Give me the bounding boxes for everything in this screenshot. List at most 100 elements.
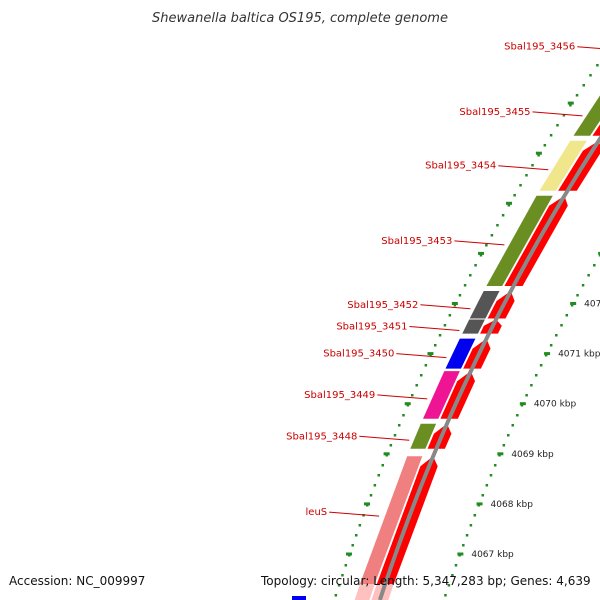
scale-dot bbox=[490, 234, 494, 237]
cog-block bbox=[462, 319, 485, 334]
scale-dot bbox=[448, 314, 452, 317]
scale-dot bbox=[543, 144, 547, 147]
gene-leader-line bbox=[329, 511, 380, 517]
scale-dot bbox=[334, 594, 338, 597]
gene-leader-line bbox=[420, 304, 471, 310]
cog-block bbox=[573, 95, 600, 136]
scale-label: 4069 kbp bbox=[511, 450, 554, 460]
cog-block bbox=[469, 291, 500, 319]
scale-label: 4072 kbp bbox=[584, 300, 600, 310]
accession-text: Accession: NC_009997 bbox=[9, 574, 146, 588]
gene-labels: Sbal195_3456 Sbal195_3455 Sbal195_3454 Sbal… bbox=[286, 42, 600, 518]
scale-dot bbox=[589, 74, 592, 77]
cog-block bbox=[354, 584, 375, 600]
scale-dot bbox=[587, 274, 590, 277]
scale-dot bbox=[429, 354, 432, 357]
scale-dot bbox=[531, 164, 534, 167]
cog-block bbox=[539, 140, 587, 191]
scale-major-tick bbox=[519, 402, 526, 406]
scale-major-tick bbox=[364, 502, 371, 506]
scale-dot bbox=[351, 544, 354, 547]
cog-block bbox=[486, 195, 553, 286]
topology-text: Topology: circular; Length: 5,347,283 bp… bbox=[261, 574, 591, 588]
scale-dot bbox=[570, 304, 574, 307]
scale-dot bbox=[419, 374, 423, 377]
scale-major-tick bbox=[345, 552, 352, 556]
scale-dot bbox=[556, 124, 559, 127]
scale-dot bbox=[481, 494, 485, 497]
scale-dot bbox=[393, 434, 397, 437]
scale-dot bbox=[479, 254, 483, 257]
scale-label: 4071 kbp bbox=[558, 350, 600, 360]
scale-dot bbox=[458, 294, 462, 297]
scale-dot bbox=[447, 584, 451, 587]
scale-dot bbox=[451, 574, 454, 577]
scale-dot bbox=[516, 414, 519, 417]
scale-dot bbox=[549, 344, 553, 347]
scale-dot bbox=[355, 534, 358, 537]
scale-dot bbox=[344, 564, 348, 567]
gene-label: Sbal195_3449 bbox=[304, 390, 375, 401]
scale-dot bbox=[410, 394, 414, 397]
scale-dot bbox=[358, 524, 362, 527]
scale-dot bbox=[582, 84, 585, 87]
scale-dot bbox=[525, 174, 528, 177]
scale-label: 4070 kbp bbox=[534, 400, 577, 410]
scale-major-tick bbox=[383, 452, 390, 456]
scale-dot bbox=[424, 364, 428, 367]
scale-dot bbox=[402, 414, 405, 417]
scale-dot bbox=[598, 254, 600, 257]
scale-dot bbox=[520, 404, 524, 407]
scale-dot bbox=[489, 474, 493, 477]
scale-dot bbox=[507, 434, 510, 437]
scale-dot bbox=[569, 104, 572, 107]
scale-major-tick bbox=[451, 302, 458, 305]
scale-labels: 4077 kbp4076 kbp4075 kbp4074 kbp4073 kbp… bbox=[471, 300, 600, 561]
scale-dot bbox=[341, 574, 344, 577]
scale-dot bbox=[502, 444, 506, 447]
scale-dot bbox=[525, 394, 528, 397]
gene-leader-line bbox=[396, 353, 447, 359]
scale-dot bbox=[534, 374, 538, 377]
scale-dot bbox=[389, 444, 393, 447]
scale-dot bbox=[555, 334, 558, 337]
scale-dot bbox=[513, 194, 516, 197]
scale-dot bbox=[438, 334, 442, 337]
gene-leader-line bbox=[532, 111, 583, 117]
gene-label: Sbal195_3456 bbox=[504, 42, 575, 53]
scale-dot bbox=[469, 274, 472, 277]
cog-block bbox=[410, 423, 437, 449]
gene-label: Sbal195_3455 bbox=[459, 107, 530, 118]
scale-major-tick bbox=[497, 452, 504, 456]
scale-dot bbox=[493, 464, 497, 467]
cog-block bbox=[423, 371, 460, 419]
scale-dot bbox=[496, 224, 499, 227]
scale-dot bbox=[463, 284, 467, 287]
scale-major-tick bbox=[404, 402, 411, 406]
scale-dot bbox=[377, 474, 381, 477]
gene-leader-line bbox=[577, 46, 600, 50]
scale-dot bbox=[519, 184, 522, 187]
scale-dot bbox=[575, 94, 579, 97]
scale-dot bbox=[537, 154, 540, 157]
gene-leader-line bbox=[498, 165, 549, 171]
scale-dot bbox=[433, 344, 437, 347]
scale-dot bbox=[530, 384, 533, 387]
scale-dot bbox=[549, 134, 553, 137]
scale-dot bbox=[453, 304, 457, 307]
scale-major-tick bbox=[457, 552, 464, 556]
scale-major-tick bbox=[505, 201, 512, 205]
scale-label: 4068 kbp bbox=[491, 500, 534, 510]
scale-dot bbox=[596, 64, 599, 67]
backbone-line bbox=[378, 135, 600, 600]
scale-major-tick bbox=[476, 502, 483, 506]
scale-dot bbox=[539, 364, 543, 367]
scale-dot bbox=[406, 404, 410, 407]
scale-major-tick bbox=[535, 151, 542, 155]
scale-dot bbox=[485, 484, 489, 487]
scale-dot bbox=[415, 384, 418, 387]
cds-arrow bbox=[592, 124, 600, 136]
gene-label: Sbal195_3448 bbox=[286, 431, 357, 442]
gene-label: Sbal195_3451 bbox=[336, 322, 407, 333]
